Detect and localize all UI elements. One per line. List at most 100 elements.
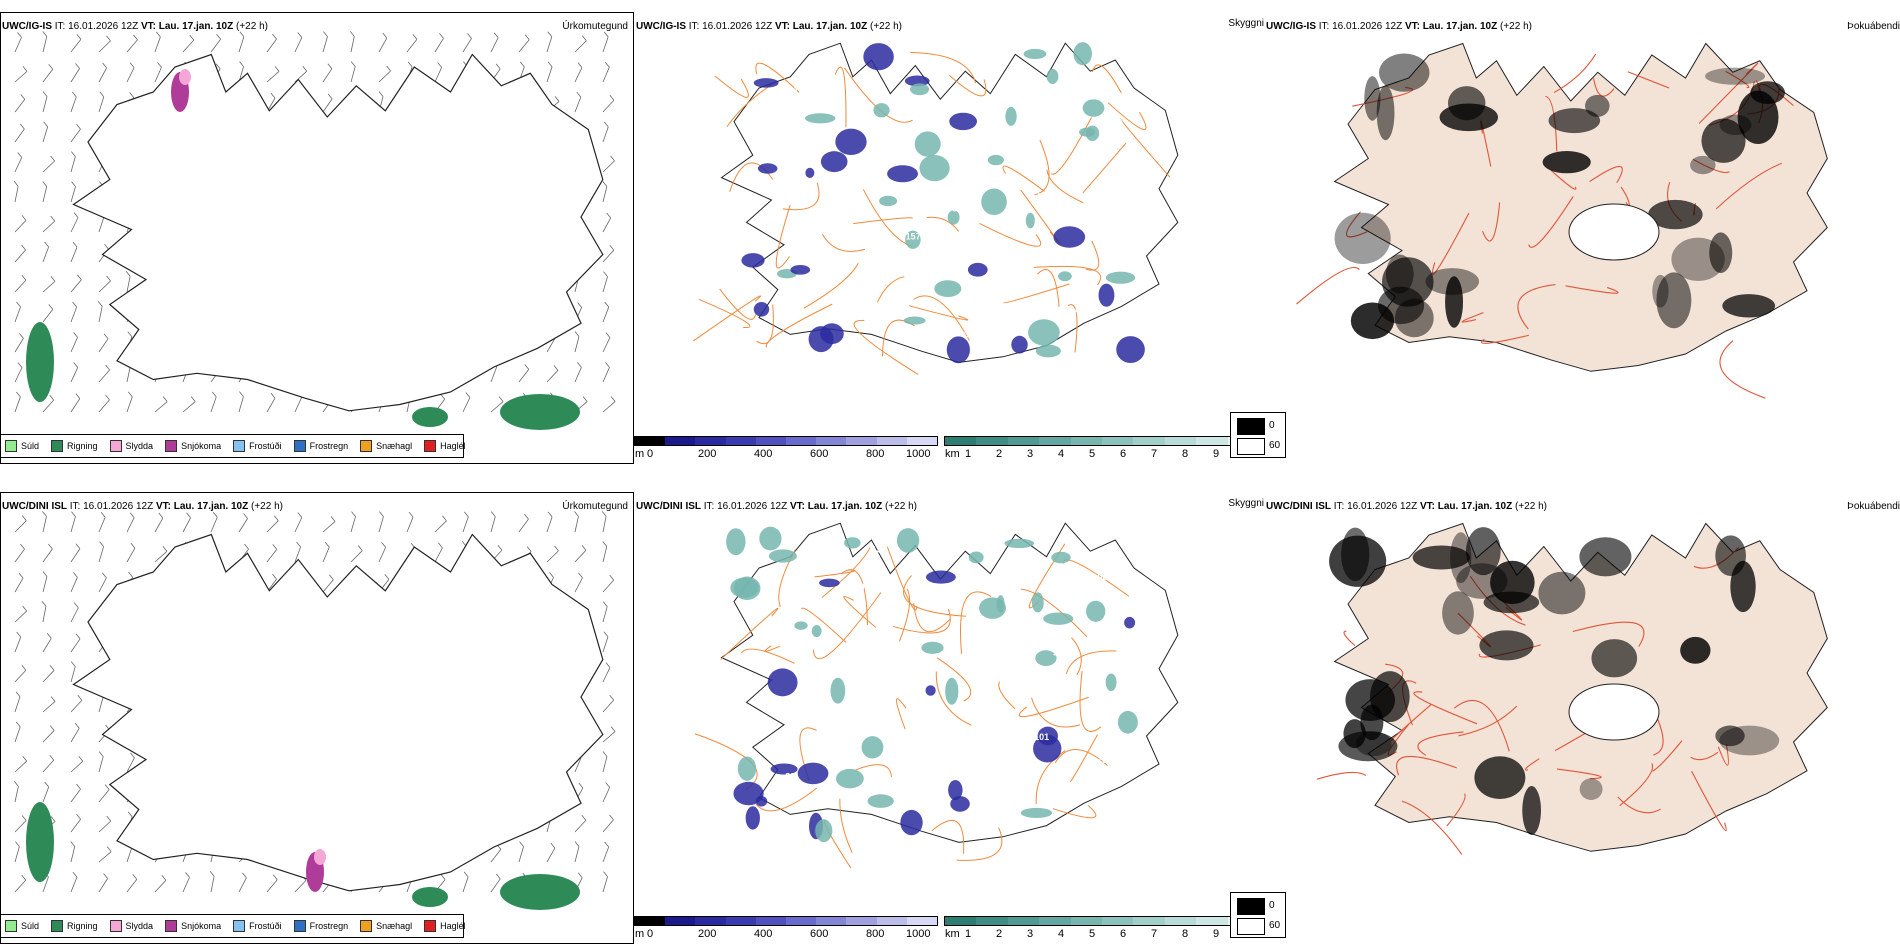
legend-item: Frostúði (233, 440, 282, 452)
height-unit: m (635, 928, 645, 940)
visibility-tick: 4 (1058, 928, 1065, 940)
model-name: UWC/IG-IS (2, 21, 52, 32)
it-label: IT: (703, 501, 715, 512)
it-label: IT: (1318, 21, 1330, 32)
height-tick: 600 (810, 928, 829, 940)
legend-item: Haglél (424, 920, 466, 932)
legend-item: Súld (5, 920, 39, 932)
legend-label: Frostúði (249, 441, 282, 451)
legend-swatch (233, 440, 246, 452)
height-tick: 0 (647, 928, 654, 940)
legend-swatch (165, 440, 178, 452)
legend-swatch (360, 440, 373, 452)
vt-label: VT: (774, 21, 790, 32)
model-name: UWC/DINI ISL (2, 501, 67, 512)
visibility-label: 83 (997, 581, 1007, 591)
legend-item: Snæhagl (360, 920, 412, 932)
visibility-label: 183 (937, 100, 952, 110)
legend-swatch (109, 440, 122, 452)
legend-label: Frostúði (249, 921, 282, 931)
it-label: IT: (69, 501, 81, 512)
vt-label: VT: (1419, 501, 1435, 512)
lead-time: (+22 h) (870, 21, 902, 32)
height-tick: 1000 (906, 448, 931, 460)
precip-map (13, 31, 616, 430)
visibility-label: 110 (817, 744, 832, 754)
vt-value: Lau. 17.jan. 10Z (1437, 501, 1513, 512)
panel-header: UWC/DINI ISL IT: 16.01.2026 12Z VT: Lau.… (636, 501, 917, 512)
visibility-label: 157 (906, 231, 921, 241)
panel-header: UWC/DINI ISL IT: 16.01.2026 12Z VT: Lau.… (2, 501, 283, 512)
vt-label: VT: (789, 501, 805, 512)
legend-label: Snjókoma (181, 441, 222, 451)
height-tick: 200 (698, 928, 717, 940)
it-label: IT: (1333, 501, 1345, 512)
map-frame (0, 492, 634, 944)
visibility-tick: 9 (1213, 928, 1220, 940)
legend-swatch (51, 440, 64, 452)
fog-swatch-black (1237, 898, 1265, 915)
legend-swatch (109, 920, 122, 932)
legend-swatch (424, 920, 437, 932)
it-value: 16.01.2026 12Z (83, 501, 154, 512)
visibility-label: 104 (794, 85, 809, 95)
visibility-label: 86 (798, 99, 808, 109)
map-frame (0, 12, 634, 464)
it-value: 16.01.2026 12Z (1347, 501, 1418, 512)
fog-legend: 0 60 (1230, 412, 1286, 458)
visibility-tick: 6 (1120, 928, 1127, 940)
legend-swatch (360, 920, 373, 932)
height-tick: 200 (698, 448, 717, 460)
legend-label: Rigning (67, 921, 98, 931)
visibility-label: 59 (855, 582, 865, 592)
visibility-label: 94 (1112, 602, 1122, 612)
legend-swatch (165, 920, 178, 932)
visibility-label: 196 (1027, 254, 1042, 264)
visibility-label: 90 (1053, 647, 1063, 657)
visibility-label: 79 (1097, 755, 1107, 765)
legend-label: Rigning (67, 441, 98, 451)
visibility-label: 18 (1001, 223, 1011, 233)
vt-label: VT: (140, 21, 156, 32)
visibility-label: 138 (871, 545, 886, 555)
legend-swatch (5, 440, 17, 452)
panel-title: Skyggni (1228, 18, 1264, 29)
fog-value: 0 (1269, 420, 1275, 431)
legend-label: Slydda (125, 441, 154, 451)
visibility-label: 118 (838, 749, 853, 759)
legend-item: Frostregn (293, 920, 349, 932)
panel-title: Skyggni (1228, 498, 1264, 509)
legend-label: Súld (21, 441, 40, 451)
visibility-tick: 1 (965, 928, 972, 940)
legend-label: Haglél (440, 441, 466, 451)
panel-title: Úrkomutegund (562, 501, 628, 512)
visibility-label: 13 (933, 333, 943, 343)
model-name: UWC/IG-IS (1266, 21, 1316, 32)
legend-item: Frostregn (293, 440, 348, 452)
legend-label: Frostregn (309, 921, 349, 931)
visibility-label: 148 (1030, 559, 1045, 569)
fog-value: 0 (1269, 900, 1275, 911)
panel-header: UWC/IG-IS IT: 16.01.2026 12Z VT: Lau. 17… (2, 21, 268, 32)
lead-time: (+22 h) (1515, 501, 1547, 512)
visibility-label: 17 (973, 206, 983, 216)
panel-header: UWC/IG-IS IT: 16.01.2026 12Z VT: Lau. 17… (1266, 21, 1532, 32)
legend-item: Súld (5, 440, 39, 452)
height-tick: 400 (754, 928, 773, 940)
row2-fog-panel: UWC/DINI ISL IT: 16.01.2026 12Z VT: Lau.… (1230, 492, 1900, 944)
visibility-tick: 5 (1089, 928, 1096, 940)
fog-swatch-white (1237, 438, 1265, 455)
fog-map (1296, 42, 1828, 399)
visibility-label: 13 (1025, 105, 1035, 115)
legend-label: Súld (21, 921, 40, 931)
visibility-label: 05 (1083, 295, 1093, 305)
legend-item: Slydda (109, 920, 153, 932)
visibility-label: 89 (785, 772, 795, 782)
visibility-colorbar (944, 436, 1260, 446)
visibility-tick: 8 (1182, 448, 1189, 460)
fog-value: 60 (1269, 920, 1281, 931)
legend-item: Rigning (51, 920, 98, 932)
vt-value: Lau. 17.jan. 10Z (1422, 21, 1498, 32)
height-tick: 800 (866, 448, 885, 460)
visibility-label: 27 (1067, 308, 1077, 318)
